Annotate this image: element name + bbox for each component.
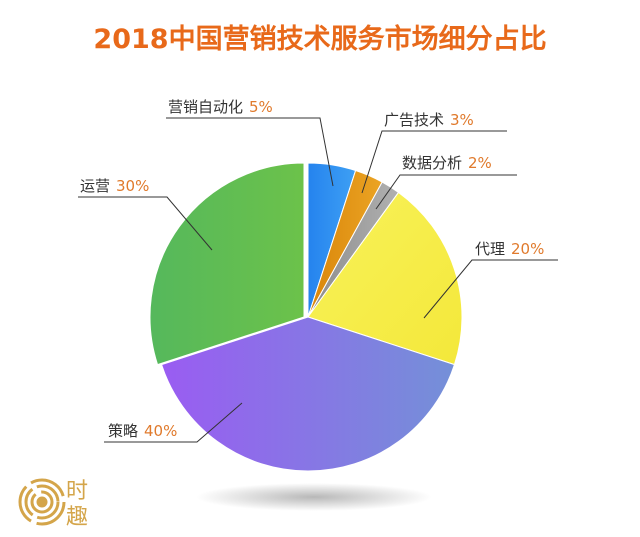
slice-name-strategy: 策略 — [108, 422, 138, 440]
slice-label-operations: 运营 30% — [80, 177, 149, 195]
slice-label-marketing-automation: 营销自动化 5% — [168, 98, 273, 116]
leader-line-operations — [78, 196, 213, 251]
logo-ring — [36, 496, 48, 508]
brand-logo: 时 趣 — [18, 478, 88, 530]
slice-name-operations: 运营 — [80, 177, 110, 195]
pie-slice-agency — [307, 191, 463, 366]
slice-label-data-analytics: 数据分析 2% — [402, 154, 492, 172]
slice-name-marketing-automation: 营销自动化 — [168, 98, 243, 116]
pie-slice-operations — [149, 162, 305, 366]
pie-slice-strategy — [160, 316, 456, 472]
slice-name-agency: 代理 — [475, 240, 505, 258]
slice-label-agency: 代理 20% — [475, 240, 544, 258]
slice-pct-marketing-automation: 5% — [249, 98, 273, 116]
slice-name-ad-tech: 广告技术 — [384, 111, 444, 129]
slice-pct-ad-tech: 3% — [450, 111, 474, 129]
logo-ring — [24, 484, 60, 520]
slice-label-ad-tech: 广告技术 3% — [384, 111, 474, 129]
logo-ring — [18, 478, 66, 526]
leader-line-agency — [423, 259, 558, 319]
pie-shadow — [196, 483, 432, 511]
slice-name-data-analytics: 数据分析 — [402, 154, 462, 172]
slice-pct-data-analytics: 2% — [468, 154, 492, 172]
slice-pct-strategy: 40% — [144, 422, 177, 440]
leader-line-marketing-automation — [166, 117, 334, 187]
logo-ring — [30, 490, 54, 514]
leader-line-strategy — [104, 402, 243, 443]
slice-pct-operations: 30% — [116, 177, 149, 195]
slice-pct-agency: 20% — [511, 240, 544, 258]
leader-line-ad-tech — [361, 130, 507, 194]
leader-line-data-analytics — [375, 174, 517, 210]
slice-label-strategy: 策略 40% — [108, 422, 177, 440]
logo-rings-icon — [18, 478, 66, 526]
brand-char-1: 时 — [66, 479, 88, 504]
chart-title: 2018中国营销技术服务市场细分占比 — [93, 23, 546, 55]
brand-char-2: 趣 — [66, 505, 88, 530]
